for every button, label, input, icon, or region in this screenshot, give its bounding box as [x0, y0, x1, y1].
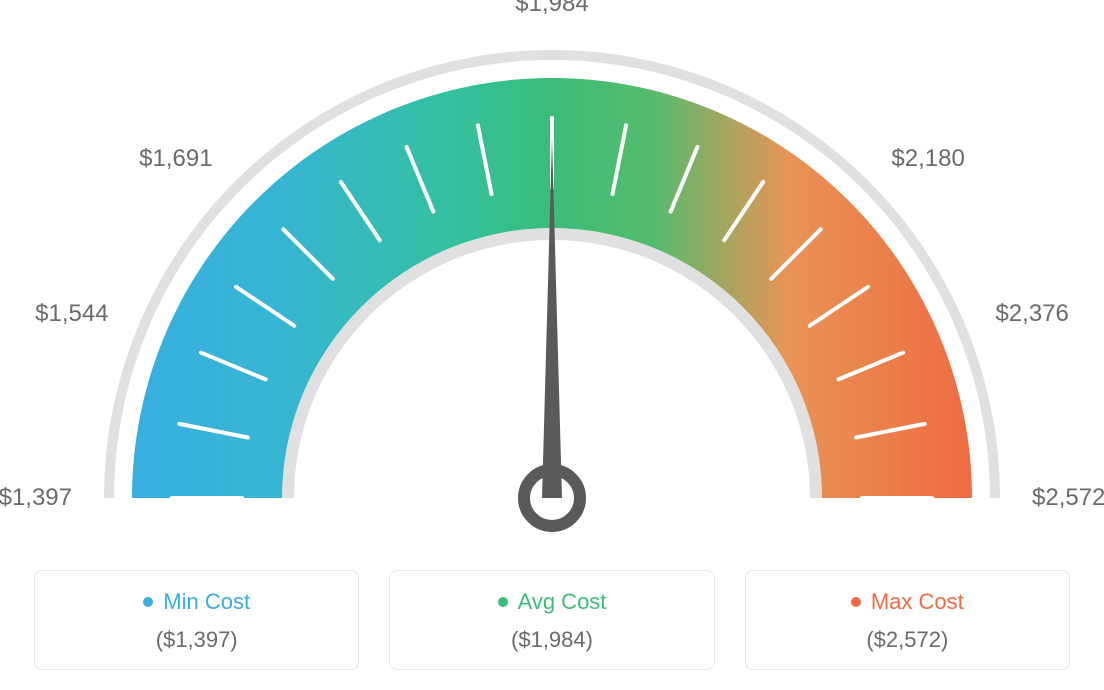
gauge-tick-label: $1,984: [515, 0, 588, 18]
gauge-svg: [84, 30, 1020, 568]
gauge-tick-label: $2,180: [891, 145, 964, 173]
max-cost-card: Max Cost ($2,572): [745, 570, 1070, 670]
gauge-tick-label: $2,376: [995, 300, 1068, 328]
max-cost-value: ($2,572): [756, 627, 1059, 653]
min-cost-value: ($1,397): [45, 627, 348, 653]
avg-cost-card: Avg Cost ($1,984): [389, 570, 714, 670]
min-cost-card: Min Cost ($1,397): [34, 570, 359, 670]
gauge-tick-label: $2,572: [1032, 484, 1104, 512]
gauge-chart: $1,397 $1,544 $1,691 $1,984 $2,180 $2,376 $2,5…: [0, 0, 1104, 560]
summary-cards: Min Cost ($1,397) Avg Cost ($1,984) Max …: [34, 570, 1070, 670]
gauge-tick-label: $1,397: [0, 484, 72, 512]
min-dot-icon: [143, 597, 153, 607]
min-cost-label: Min Cost: [163, 589, 250, 615]
avg-cost-label: Avg Cost: [518, 589, 607, 615]
gauge-tick-label: $1,691: [139, 145, 212, 173]
gauge-tick-label: $1,544: [35, 300, 108, 328]
avg-dot-icon: [498, 597, 508, 607]
avg-cost-value: ($1,984): [400, 627, 703, 653]
max-cost-label: Max Cost: [871, 589, 964, 615]
max-dot-icon: [851, 597, 861, 607]
